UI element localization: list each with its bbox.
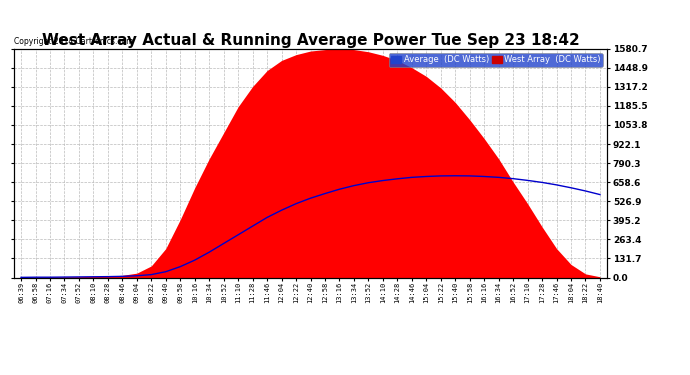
- Legend: Average  (DC Watts), West Array  (DC Watts): Average (DC Watts), West Array (DC Watts…: [388, 53, 603, 67]
- Text: Copyright 2014 Cartronics.com: Copyright 2014 Cartronics.com: [14, 38, 133, 46]
- Title: West Array Actual & Running Average Power Tue Sep 23 18:42: West Array Actual & Running Average Powe…: [41, 33, 580, 48]
